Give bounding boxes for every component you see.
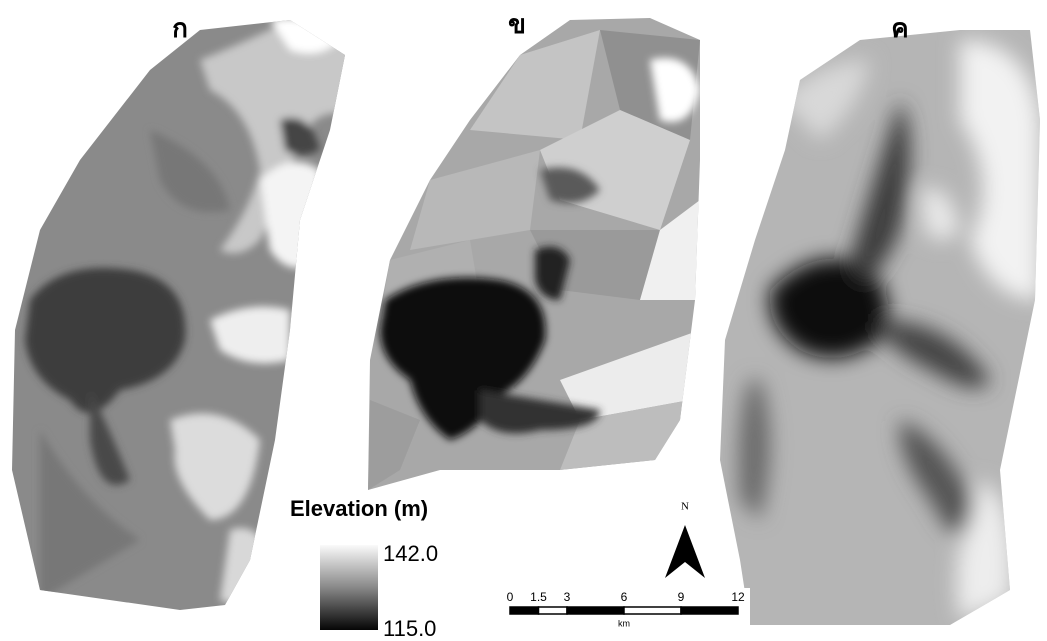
- panel-label: ก: [172, 14, 188, 44]
- scale-tick-label: 0: [507, 590, 514, 604]
- map-panel-b: [360, 0, 710, 500]
- scale-segment: [510, 607, 539, 614]
- scale-segment: [567, 607, 624, 614]
- legend-gradient: [320, 545, 378, 630]
- legend-title: Elevation (m): [290, 496, 428, 521]
- figure: ก ข ค Elevation (m) 142.0 115.0 N 0 1.5 3 6…: [0, 0, 1047, 641]
- scale-segment: [539, 607, 568, 614]
- north-label: N: [681, 501, 689, 513]
- scale-segment: [624, 607, 681, 614]
- map-panel-c: [700, 0, 1047, 641]
- scale-unit: km: [618, 618, 630, 628]
- scale-tick-label: 12: [731, 590, 745, 604]
- scale-tick-label: 6: [621, 590, 628, 604]
- panel-label: ข: [508, 10, 526, 40]
- scale-segment: [681, 607, 738, 614]
- scale-tick-label: 3: [564, 590, 571, 604]
- legend-min: 115.0: [383, 616, 436, 641]
- page: {"panels": [{"label": "ก"}, {"label": "ข…: [0, 0, 1047, 641]
- scale-tick-label: 1.5: [530, 590, 547, 604]
- legend-max: 142.0: [383, 541, 438, 566]
- scale-tick-label: 9: [678, 590, 685, 604]
- panel-label: ค: [891, 14, 908, 44]
